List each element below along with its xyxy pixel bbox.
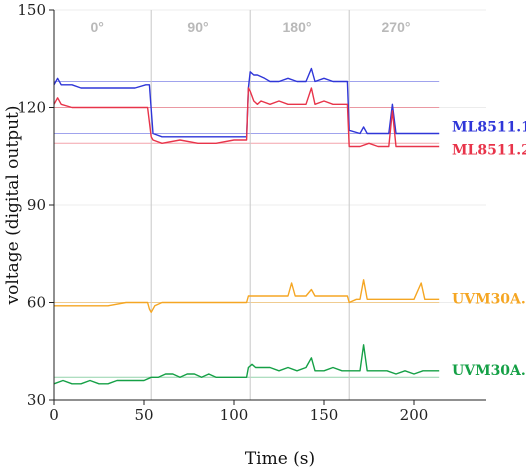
series-label-1: ML8511.2: [452, 143, 526, 159]
rotation-labels: 0° 90° 180° 270°: [91, 19, 411, 35]
y-tick-label-1: 60: [27, 294, 46, 312]
series-labels: ML8511.1 ML8511.2 UVM30A.1 UVM30A.2: [452, 120, 526, 379]
x-tick-label-1: 50: [134, 406, 153, 424]
x-tick-label-2: 100: [220, 406, 249, 424]
series-label-2: UVM30A.1: [452, 291, 526, 307]
series-label-3: UVM30A.2: [452, 363, 526, 379]
rotation-label-2: 180°: [283, 19, 312, 35]
rotation-label-1: 90°: [187, 19, 208, 35]
series-lines: [53, 67, 440, 385]
series-label-0: ML8511.1: [452, 120, 526, 136]
x-tick-label-4: 200: [400, 406, 429, 424]
y-tick-label-2: 90: [27, 196, 46, 214]
series-line-1: [53, 87, 440, 148]
y-tick-label-3: 120: [17, 99, 46, 117]
x-tick-label-3: 150: [310, 406, 339, 424]
series-line-0: [53, 67, 440, 138]
x-axis-title: Time (s): [245, 449, 315, 469]
x-tick-label-0: 0: [49, 406, 59, 424]
tick-labels: 0 50 100 150 200 30 60 90 120 150: [17, 1, 428, 424]
grid-layer: [54, 9, 486, 401]
rotation-label-3: 270°: [382, 19, 411, 35]
axes: [49, 9, 486, 405]
y-tick-label-0: 30: [27, 391, 46, 409]
y-axis-title: voltage (digital output): [3, 106, 23, 306]
y-tick-label-4: 150: [17, 1, 46, 19]
series-line-3: [53, 344, 440, 385]
series-line-2: [54, 279, 440, 313]
rotation-label-0: 0°: [91, 19, 104, 35]
